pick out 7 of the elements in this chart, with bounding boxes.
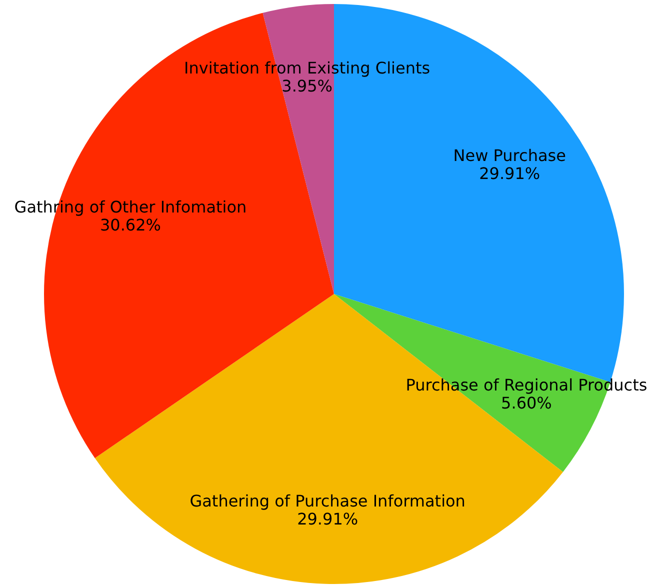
data-label: 29.91% (297, 510, 358, 529)
data-label: 3.95% (282, 76, 332, 96)
data-label: 5.60% (501, 393, 552, 412)
data-label: 30.62% (100, 215, 161, 234)
slice-label: Gathering of Purchase Information (190, 492, 466, 511)
slice-label: New Purchase (453, 146, 566, 165)
data-label: 29.91% (479, 164, 540, 183)
